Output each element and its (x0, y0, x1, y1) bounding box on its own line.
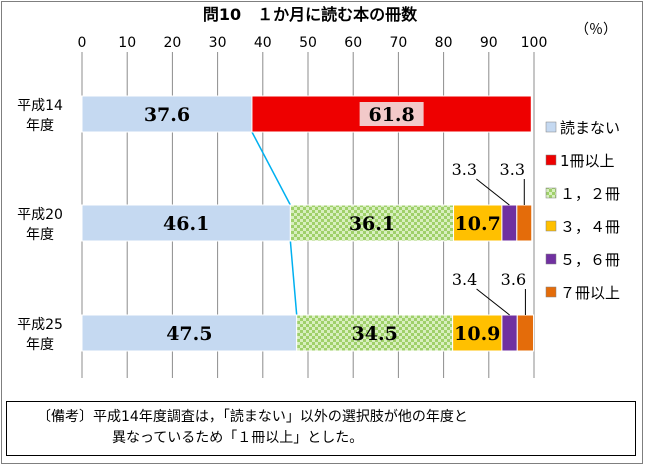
category-label: 年度 (26, 227, 54, 243)
legend-swatch (545, 253, 557, 265)
bar-segment (81, 95, 253, 133)
data-label: 46.1 (163, 213, 209, 235)
bar-segment (453, 204, 503, 242)
bar-segment (289, 204, 455, 242)
bar-segment (452, 314, 503, 352)
legend-label: 読まない (560, 119, 620, 137)
note-box: 〔備考〕平成14年度調査は，「読まない」以外の選択肢が他の年度と 異なっているた… (6, 401, 636, 456)
chart-title: 問10 １か月に読む本の冊数 (203, 5, 418, 24)
data-label: 10.9 (454, 323, 500, 345)
category-label: 平成14 (17, 98, 63, 114)
note-line-1: 〔備考〕平成14年度調査は，「読まない」以外の選択肢が他の年度と (37, 409, 468, 425)
x-tick-label: 40 (254, 35, 272, 51)
data-label: 3.3 (452, 160, 477, 179)
bar-segment (516, 204, 533, 242)
data-label: 36.1 (349, 213, 395, 235)
x-tick-label: 90 (480, 35, 498, 51)
callout-line (476, 288, 510, 316)
bar-segment (296, 314, 454, 352)
legend-swatch (545, 187, 557, 199)
x-tick-label: 0 (78, 35, 87, 51)
data-label: 34.5 (352, 323, 398, 345)
x-tick-label: 30 (209, 35, 227, 51)
data-label-box (359, 102, 424, 126)
x-tick-label: 10 (118, 35, 136, 51)
bar-segment (501, 314, 518, 352)
x-tick-labels: 0 10 20 30 40 50 60 70 80 90 100 (78, 35, 548, 51)
data-label: 3.3 (500, 160, 525, 179)
bar-segment (81, 204, 291, 242)
category-label: 年度 (26, 118, 54, 134)
x-tick-label: 80 (435, 35, 453, 51)
legend-label: １，２冊 (560, 185, 620, 203)
legend-swatch (545, 220, 557, 232)
legend-label: ７冊以上 (560, 284, 620, 302)
legend-label: ５，６冊 (560, 251, 620, 269)
callout-line (476, 178, 510, 206)
legend: 読まない 1冊以上 １，２冊 ３，４冊 ５，６冊 ７冊以上 (545, 119, 620, 302)
connector-line (289, 240, 298, 316)
data-label: 3.4 (452, 270, 477, 289)
x-tick-label: 50 (299, 35, 317, 51)
legend-label: 1冊以上 (560, 152, 615, 170)
legend-swatch (545, 154, 557, 166)
data-labels: 37.6 61.8 46.1 36.1 10.7 3.3 3.3 47.5 34.5 10.9 3.… (144, 102, 526, 345)
legend-swatch (545, 121, 557, 133)
category-label: 年度 (26, 337, 54, 353)
note-line-2: 異なっているため「１冊以上」とした。 (112, 430, 364, 446)
data-label: 61.8 (368, 104, 414, 126)
x-tick-label: 20 (163, 35, 181, 51)
connector-line (251, 131, 292, 206)
x-tick-label: 100 (521, 35, 548, 51)
x-tick-label: 60 (344, 35, 362, 51)
category-label: 平成20 (17, 207, 63, 223)
bar-segment (516, 314, 535, 352)
data-label: 10.7 (455, 213, 501, 235)
series-connector-lines (251, 131, 298, 316)
legend-label: ３，４冊 (560, 218, 620, 236)
data-label: 37.6 (144, 104, 190, 126)
legend-swatch (545, 286, 557, 298)
bar-segment (501, 204, 518, 242)
data-label: 47.5 (166, 323, 212, 345)
category-label: 平成25 (17, 317, 63, 333)
data-label: 3.6 (501, 270, 526, 289)
bar-segment (81, 314, 298, 352)
x-tick-label: 70 (389, 35, 407, 51)
unit-label: （％） (575, 22, 617, 38)
